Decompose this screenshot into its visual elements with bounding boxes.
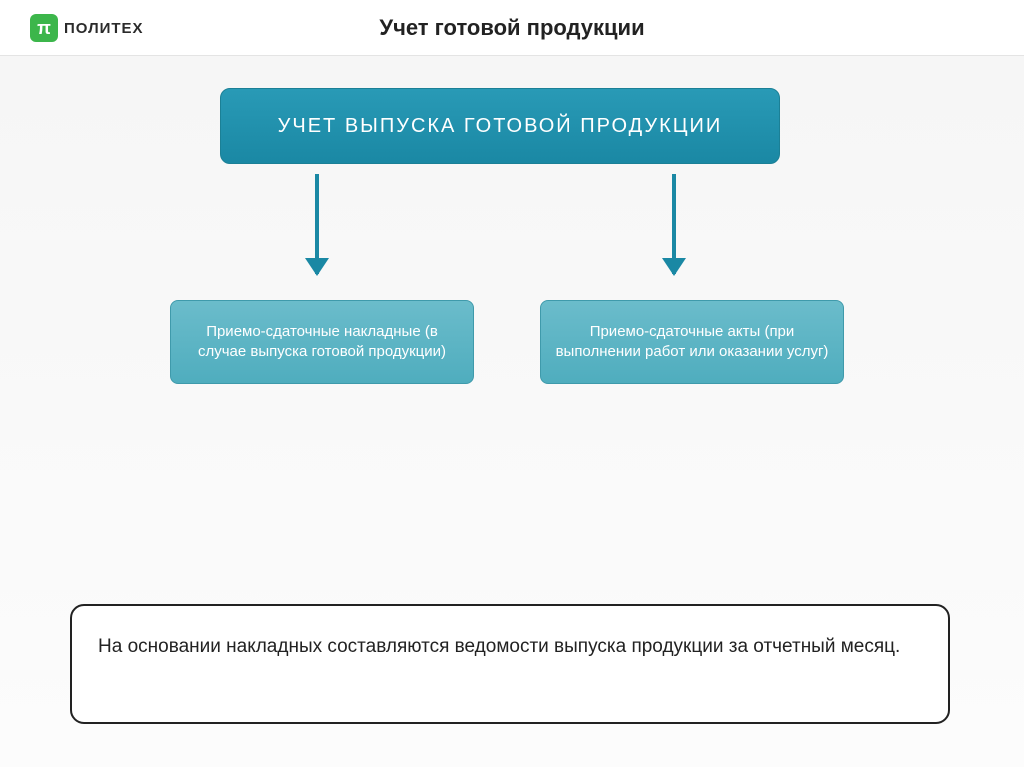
note-box: На основании накладных составляются ведо… [70, 604, 950, 724]
diagram-child-node: Приемо-сдаточные накладные (в случае вып… [170, 300, 474, 384]
diagram-root-node: УЧЕТ ВЫПУСКА ГОТОВОЙ ПРОДУКЦИИ [220, 88, 780, 164]
slide: π ПОЛИТЕХ Учет готовой продукции УЧЕТ ВЫ… [0, 0, 1024, 767]
arrow-down-icon [315, 174, 319, 274]
diagram-child-label: Приемо-сдаточные акты (при выполнении ра… [555, 322, 829, 363]
page-title: Учет готовой продукции [0, 15, 1024, 41]
diagram-child-node: Приемо-сдаточные акты (при выполнении ра… [540, 300, 844, 384]
arrow-down-icon [672, 174, 676, 274]
logo-pi-icon: π [30, 14, 58, 42]
logo-text: ПОЛИТЕХ [64, 20, 144, 37]
diagram-root-label: УЧЕТ ВЫПУСКА ГОТОВОЙ ПРОДУКЦИИ [278, 115, 723, 138]
diagram-child-label: Приемо-сдаточные накладные (в случае вып… [185, 322, 459, 363]
header: π ПОЛИТЕХ Учет готовой продукции [0, 0, 1024, 56]
note-text: На основании накладных составляются ведо… [98, 636, 900, 657]
logo: π ПОЛИТЕХ [30, 14, 144, 42]
